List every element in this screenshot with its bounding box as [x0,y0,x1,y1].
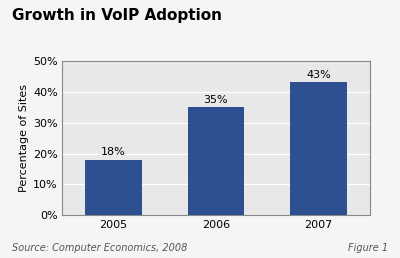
Text: Growth in VoIP Adoption: Growth in VoIP Adoption [12,8,222,23]
Text: Source: Computer Economics, 2008: Source: Computer Economics, 2008 [12,243,187,253]
Text: 18%: 18% [101,147,126,157]
Text: 35%: 35% [204,95,228,104]
Bar [188,107,244,215]
Y-axis label: Percentage of Sites: Percentage of Sites [19,84,29,192]
Text: 43%: 43% [306,70,331,80]
Bar [290,82,347,215]
Text: Figure 1: Figure 1 [348,243,388,253]
Bar [85,160,142,215]
